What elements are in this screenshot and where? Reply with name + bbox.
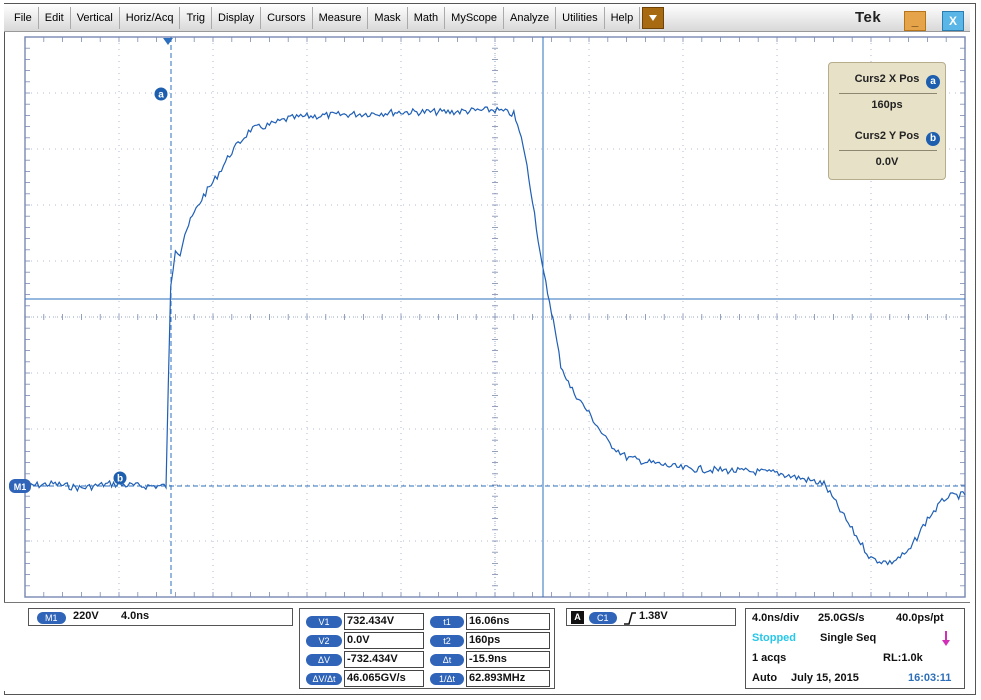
time-value: -15.9ns	[466, 651, 550, 668]
cursor-a-marker	[154, 87, 168, 101]
time-label: Δt	[430, 654, 464, 666]
timebase: 4.0ns/div	[752, 612, 800, 624]
curs2-y-label-text: Curs2 Y Pos	[854, 130, 920, 142]
voltage-label: V2	[306, 635, 342, 647]
rising-edge-icon	[624, 612, 636, 625]
math-channel-readout[interactable]: M1 220V 4.0ns	[28, 608, 293, 626]
time-label: t2	[430, 635, 464, 647]
menu-item-myscope[interactable]: MyScope	[445, 7, 505, 29]
divider	[839, 93, 937, 94]
acq-time: 16:03:11	[908, 672, 952, 684]
menu-item-file[interactable]: File	[8, 7, 39, 29]
divider	[839, 150, 937, 151]
time-value: 160ps	[466, 632, 550, 649]
math-reference-label: M1	[14, 482, 27, 492]
acq-status: Stopped	[752, 632, 796, 644]
voltage-label: V1	[306, 616, 342, 628]
menu-item-analyze[interactable]: Analyze	[504, 7, 557, 29]
down-arrow-icon	[942, 631, 950, 646]
menu-item-edit[interactable]: Edit	[39, 7, 71, 29]
chevron-down-icon[interactable]	[642, 7, 665, 29]
menu-item-vertical[interactable]: Vertical	[71, 7, 120, 29]
menu-item-mask[interactable]: Mask	[368, 7, 408, 29]
cursor-b-marker-label: b	[117, 474, 123, 485]
acq-mode: Auto	[752, 672, 778, 684]
readout-area: M1 220V 4.0ns V1 732.434V t1 16.06ns V2 0.0V t…	[4, 602, 970, 691]
waveform-trace	[24, 106, 966, 566]
voltage-value: 732.434V	[344, 613, 424, 630]
menu-item-display[interactable]: Display	[212, 7, 262, 29]
time-label: t1	[430, 616, 464, 628]
menu-bar: File Edit Vertical Horiz/Acq Trig Display Curs…	[4, 4, 970, 32]
menu-item-trig[interactable]: Trig	[180, 7, 213, 29]
time-value: 62.893MHz	[466, 670, 550, 687]
curs2-x-label: Curs2 X Pos	[829, 73, 945, 85]
menu-item-utilities[interactable]: Utilities	[556, 7, 605, 29]
acquisition-readout[interactable]: 4.0ns/div 25.0GS/s 40.0ps/pt Stopped Sin…	[745, 608, 965, 689]
menu-item-cursors[interactable]: Cursors	[261, 7, 313, 29]
close-button[interactable]: X	[942, 11, 964, 31]
trigger-position-icon	[163, 38, 173, 45]
menu-item-measure[interactable]: Measure	[313, 7, 369, 29]
voltage-value: -732.434V	[344, 651, 424, 668]
curs2-y-value: 0.0V	[875, 156, 899, 168]
math-channel-badge: M1	[37, 612, 66, 624]
menu-item-horiz-acq[interactable]: Horiz/Acq	[120, 7, 181, 29]
math-time: 4.0ns	[121, 610, 150, 622]
cursor-a-marker: a	[926, 75, 940, 89]
record-length: RL:1.0k	[883, 652, 923, 664]
cursor-b-marker	[113, 471, 127, 485]
cursor-measurements[interactable]: V1 732.434V t1 16.06ns V2 0.0V t2 160ps ΔV -732.4…	[299, 608, 555, 689]
menu-item-math[interactable]: Math	[408, 7, 446, 29]
acq-count: 1 acqs	[752, 652, 787, 664]
math-reference-marker	[9, 479, 31, 493]
acq-sequence: Single Seq	[820, 632, 877, 644]
time-value: 16.06ns	[466, 613, 550, 630]
menu-list: File Edit Vertical Horiz/Acq Trig Display Curs…	[8, 7, 665, 29]
curs2-x-value: 160ps	[871, 99, 903, 111]
voltage-value: 0.0V	[344, 632, 424, 649]
curs2-x-label-text: Curs2 X Pos	[854, 73, 920, 85]
voltage-value: 46.065GV/s	[344, 670, 424, 687]
trigger-readout[interactable]: A C1 1.38V	[566, 608, 736, 626]
sample-rate: 25.0GS/s	[818, 612, 865, 624]
cursor-readout-panel[interactable]: Curs2 X Pos a 160ps Curs2 Y Pos b 0.0V	[828, 62, 946, 180]
resolution: 40.0ps/pt	[896, 612, 944, 624]
voltage-label: ΔV/Δt	[306, 673, 342, 685]
time-label: 1/Δt	[430, 673, 464, 685]
trigger-level: 1.38V	[639, 610, 668, 622]
cursor-b-marker: b	[926, 132, 940, 146]
trigger-source-badge: C1	[589, 612, 617, 624]
acq-date: July 15, 2015	[791, 672, 859, 684]
voltage-label: ΔV	[306, 654, 342, 666]
trigger-mode-badge: A	[571, 611, 584, 624]
curs2-y-label: Curs2 Y Pos	[829, 130, 945, 142]
menu-item-help[interactable]: Help	[605, 7, 641, 29]
math-scale: 220V	[73, 610, 99, 622]
minimize-button[interactable]: _	[904, 11, 926, 31]
cursor-a-marker-label: a	[158, 90, 164, 101]
tek-logo: Tek	[855, 9, 882, 26]
